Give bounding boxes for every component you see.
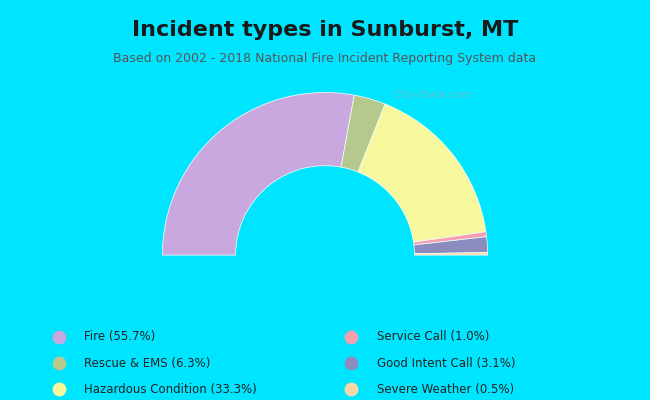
Wedge shape bbox=[415, 252, 488, 255]
Wedge shape bbox=[341, 95, 385, 172]
Point bbox=[346, 334, 356, 340]
Text: Incident types in Sunburst, MT: Incident types in Sunburst, MT bbox=[132, 20, 518, 40]
Point bbox=[346, 386, 356, 393]
Point bbox=[53, 386, 64, 393]
Text: Hazardous Condition (33.3%): Hazardous Condition (33.3%) bbox=[84, 383, 257, 396]
Text: Service Call (1.0%): Service Call (1.0%) bbox=[377, 330, 489, 343]
Point bbox=[53, 334, 64, 340]
Point bbox=[346, 360, 356, 366]
Wedge shape bbox=[358, 104, 486, 242]
Text: City-Data.com: City-Data.com bbox=[394, 90, 473, 100]
Text: Rescue & EMS (6.3%): Rescue & EMS (6.3%) bbox=[84, 356, 211, 370]
Point bbox=[53, 360, 64, 366]
Text: Fire (55.7%): Fire (55.7%) bbox=[84, 330, 156, 343]
Wedge shape bbox=[413, 232, 487, 245]
Text: Based on 2002 - 2018 National Fire Incident Reporting System data: Based on 2002 - 2018 National Fire Incid… bbox=[114, 52, 536, 65]
Wedge shape bbox=[414, 237, 488, 254]
Wedge shape bbox=[162, 92, 354, 255]
Text: Severe Weather (0.5%): Severe Weather (0.5%) bbox=[377, 383, 514, 396]
Text: Good Intent Call (3.1%): Good Intent Call (3.1%) bbox=[377, 356, 515, 370]
